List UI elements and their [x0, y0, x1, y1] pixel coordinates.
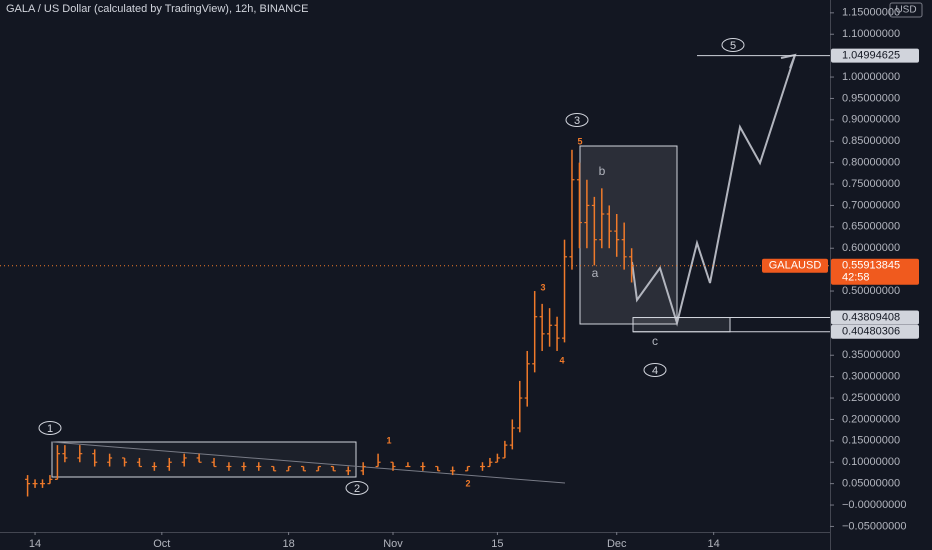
y-tick-label: 0.10000000: [842, 456, 900, 468]
y-tick-label: 0.70000000: [842, 199, 900, 211]
countdown: 42:58: [842, 272, 870, 284]
last-price-box: [831, 258, 919, 285]
price-label-box: [831, 310, 919, 325]
sub-wave-label: c: [652, 334, 658, 348]
price-label-box: [831, 324, 919, 339]
projection-arrowhead: [780, 53, 797, 69]
y-tick-label: 0.20000000: [842, 413, 900, 425]
range-box: [51, 441, 357, 478]
x-tick-label: 14: [708, 538, 720, 550]
y-tick-label: 0.50000000: [842, 285, 900, 297]
sub-wave-label: a: [592, 266, 599, 280]
wave-circle: [643, 363, 667, 377]
y-tick-label: 0.15000000: [842, 435, 900, 447]
projection-path: [631, 54, 796, 327]
wave-label: 1: [47, 423, 53, 435]
wave-circle: [38, 421, 62, 435]
price-label: 0.43809408: [842, 311, 900, 323]
wave-label: 5: [730, 40, 736, 52]
x-tick-label: 18: [282, 538, 294, 550]
wave-circle: [721, 38, 745, 52]
price-label: 0.40480306: [842, 326, 900, 338]
x-tick-label: 15: [491, 538, 503, 550]
y-tick-label: 0.85000000: [842, 135, 900, 147]
wave-circle: [565, 113, 589, 127]
target-box: [632, 317, 731, 333]
correction-box: [579, 145, 678, 325]
y-tick-label: 0.80000000: [842, 157, 900, 169]
currency: USD: [895, 5, 916, 16]
minor-wave-label: 3: [540, 282, 545, 292]
y-tick-label: 0.60000000: [842, 242, 900, 254]
y-tick-label: 1.00000000: [842, 71, 900, 83]
symbol-box: [762, 258, 828, 273]
y-tick-label: −0.05000000: [842, 520, 907, 532]
symbol-label: GALAUSD: [769, 260, 822, 272]
minor-wave-label: 2: [465, 478, 470, 488]
y-tick-label: 0.95000000: [842, 92, 900, 104]
x-tick-label: 14: [29, 538, 41, 550]
y-tick-label: 0.35000000: [842, 349, 900, 361]
currency-box: [889, 2, 923, 18]
wave-label: 3: [574, 115, 580, 127]
price-label-box: [831, 48, 919, 63]
y-tick-label: 0.30000000: [842, 371, 900, 383]
price-label: 1.04994625: [842, 50, 900, 62]
minor-wave-label: 4: [559, 355, 564, 365]
last-price-label: 0.55913845: [842, 260, 900, 272]
x-tick-label: Oct: [153, 538, 170, 550]
y-tick-label: 1.10000000: [842, 28, 900, 40]
wave-circle: [345, 481, 369, 495]
y-tick-label: 0.65000000: [842, 221, 900, 233]
y-tick-label: −0.00000000: [842, 499, 907, 511]
y-tick-label: 0.25000000: [842, 392, 900, 404]
minor-wave-label: 5: [577, 136, 582, 146]
y-tick-label: 0.90000000: [842, 114, 900, 126]
y-tick-label: 0.05000000: [842, 478, 900, 490]
chart-title: GALA / US Dollar (calculated by TradingV…: [6, 3, 308, 15]
sub-wave-label: b: [599, 164, 606, 178]
x-tick-label: Dec: [607, 538, 627, 550]
x-tick-label: Nov: [383, 538, 403, 550]
minor-wave-label: 1: [386, 435, 391, 445]
trend-line: [51, 441, 566, 484]
wave-label: 2: [354, 483, 360, 495]
y-tick-label: 1.15000000: [842, 7, 900, 19]
y-tick-label: 0.75000000: [842, 178, 900, 190]
wave-label: 4: [652, 365, 658, 377]
